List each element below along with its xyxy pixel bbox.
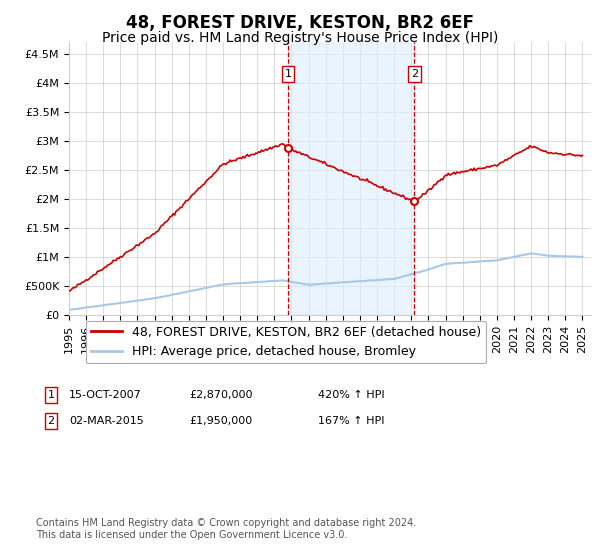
Text: 420% ↑ HPI: 420% ↑ HPI [318, 390, 385, 400]
Text: 167% ↑ HPI: 167% ↑ HPI [318, 416, 385, 426]
Text: £1,950,000: £1,950,000 [189, 416, 252, 426]
Text: Price paid vs. HM Land Registry's House Price Index (HPI): Price paid vs. HM Land Registry's House … [102, 31, 498, 45]
Text: £2,870,000: £2,870,000 [189, 390, 253, 400]
Legend: 48, FOREST DRIVE, KESTON, BR2 6EF (detached house), HPI: Average price, detached: 48, FOREST DRIVE, KESTON, BR2 6EF (detac… [86, 321, 486, 363]
Bar [288, 42, 414, 315]
Text: Contains HM Land Registry data © Crown copyright and database right 2024.
This d: Contains HM Land Registry data © Crown c… [36, 518, 416, 540]
Text: 48, FOREST DRIVE, KESTON, BR2 6EF: 48, FOREST DRIVE, KESTON, BR2 6EF [126, 14, 474, 32]
Text: 15-OCT-2007: 15-OCT-2007 [69, 390, 142, 400]
Text: 2: 2 [410, 69, 418, 79]
Text: 1: 1 [284, 69, 292, 79]
Text: 02-MAR-2015: 02-MAR-2015 [69, 416, 144, 426]
Text: 1: 1 [47, 390, 55, 400]
Text: 2: 2 [47, 416, 55, 426]
